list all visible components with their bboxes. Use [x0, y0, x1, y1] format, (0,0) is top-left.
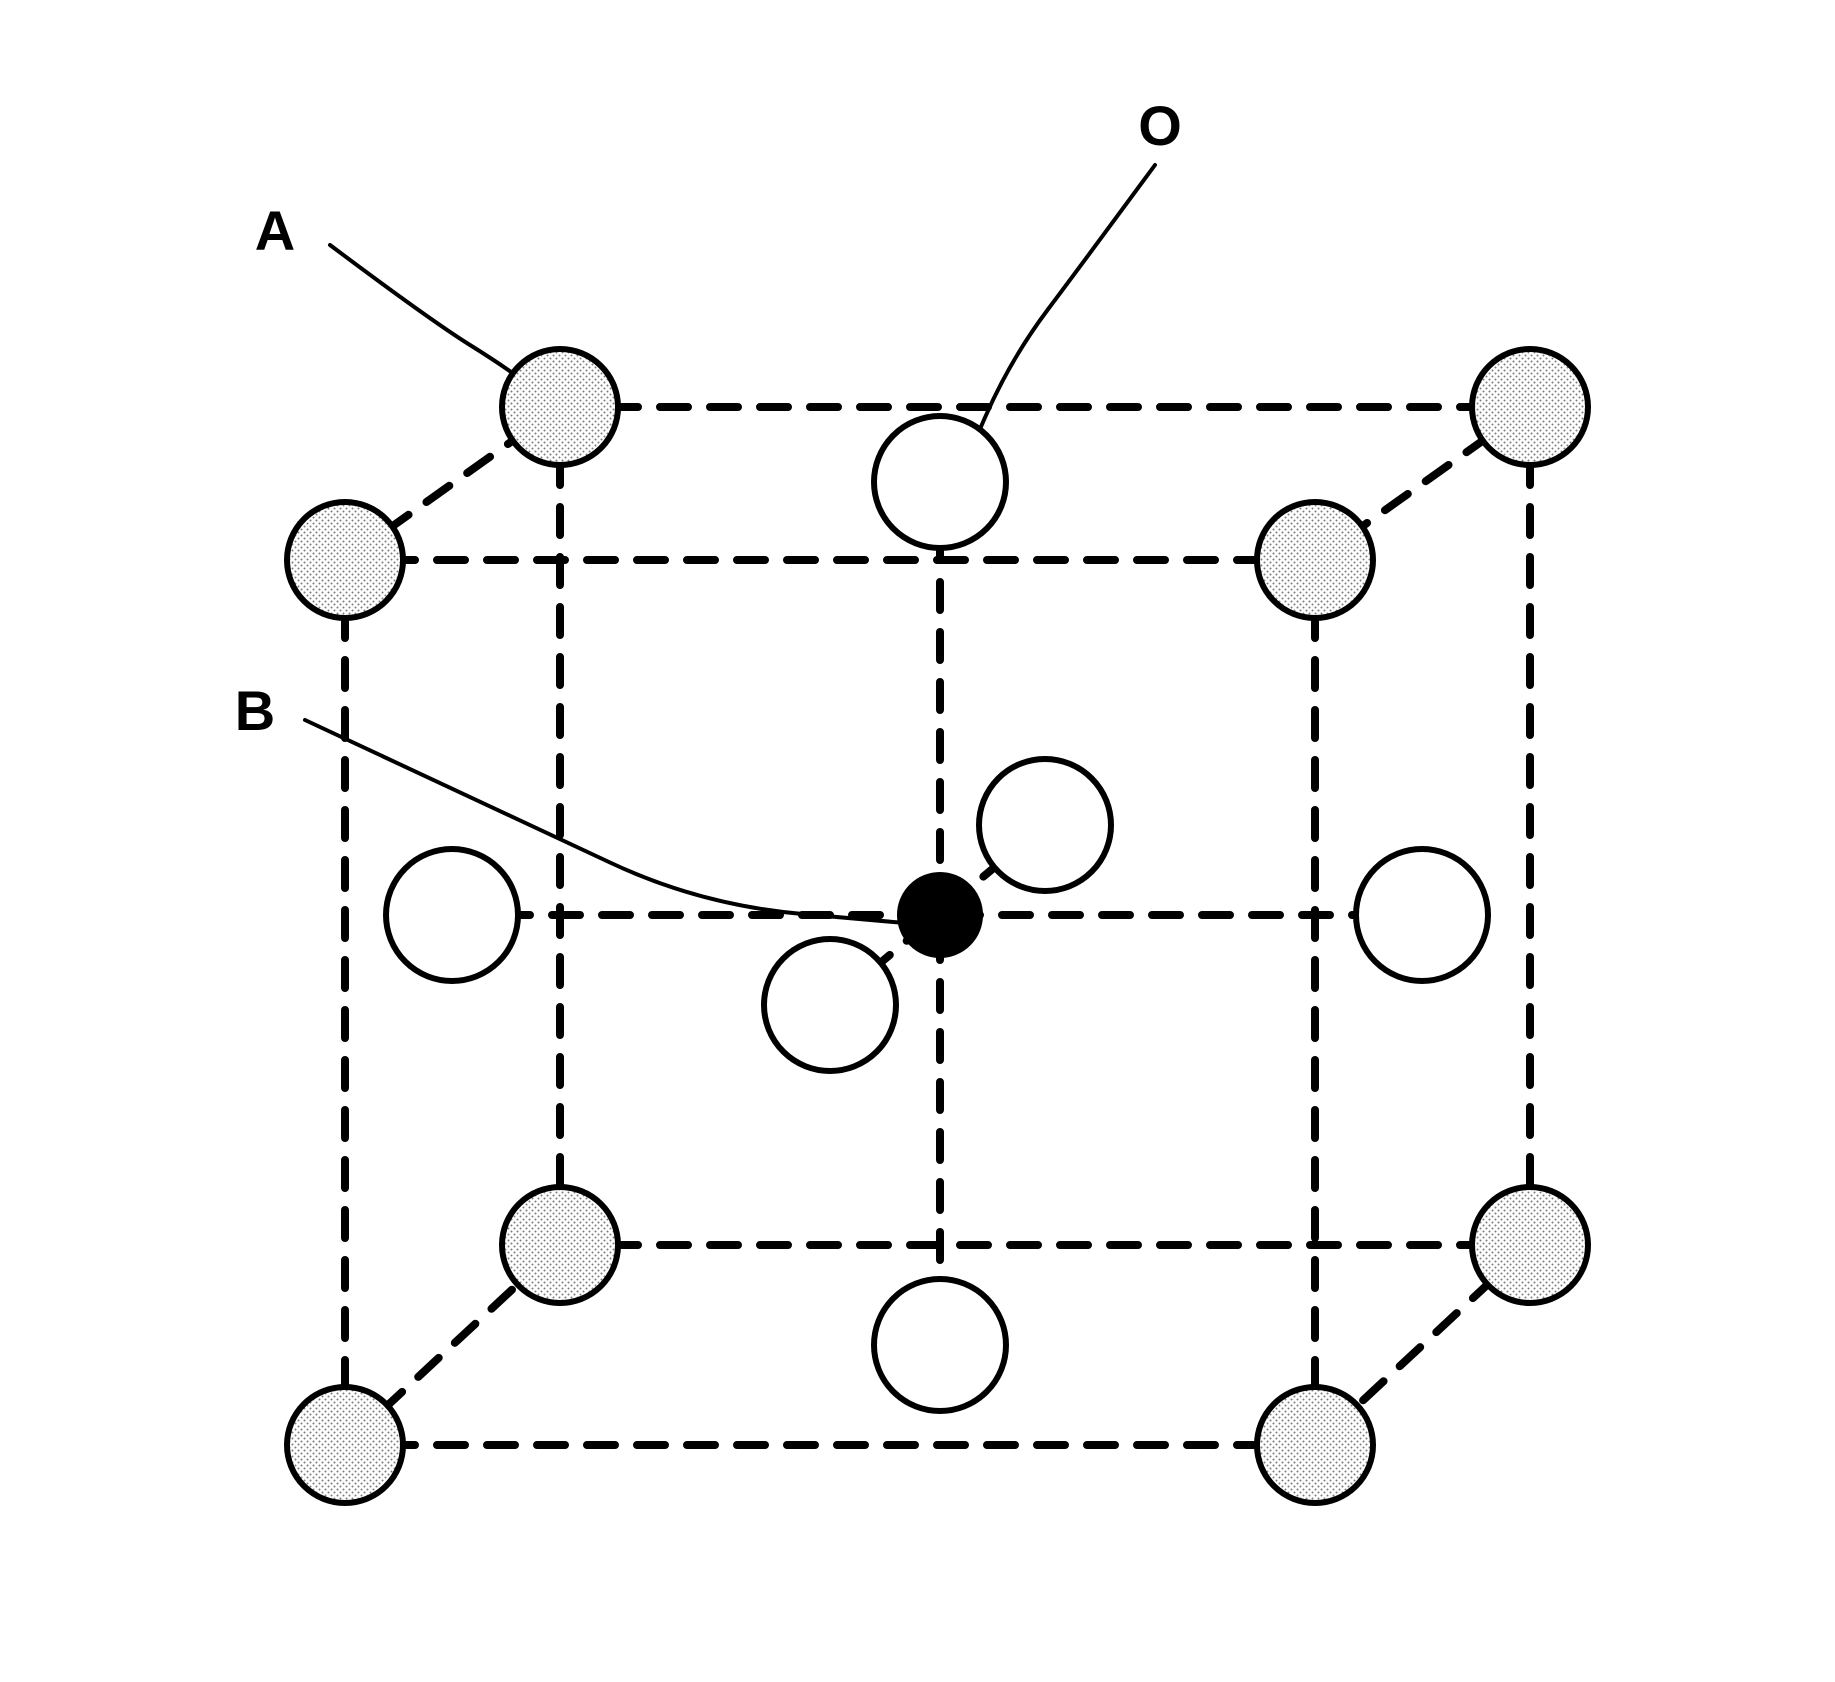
- atom-o: [874, 416, 1006, 548]
- atom-o: [979, 759, 1111, 891]
- atom-a: [1257, 1387, 1373, 1503]
- atom-o: [874, 1279, 1006, 1411]
- atom-o: [386, 849, 518, 981]
- atom-o: [764, 939, 896, 1071]
- diagram-svg: A O B: [0, 0, 1835, 1682]
- perovskite-unit-cell-diagram: A O B: [0, 0, 1835, 1682]
- atom-a: [1472, 349, 1588, 465]
- atom-a: [287, 1387, 403, 1503]
- atom-a: [1472, 1187, 1588, 1303]
- label-o: O: [1138, 94, 1182, 157]
- label-b: B: [235, 679, 275, 742]
- label-a: A: [255, 199, 295, 262]
- atom-a: [287, 502, 403, 618]
- atom-a: [1257, 502, 1373, 618]
- atom-a: [502, 1187, 618, 1303]
- atom-a: [502, 349, 618, 465]
- atom-o: [1356, 849, 1488, 981]
- atom-b: [900, 875, 980, 955]
